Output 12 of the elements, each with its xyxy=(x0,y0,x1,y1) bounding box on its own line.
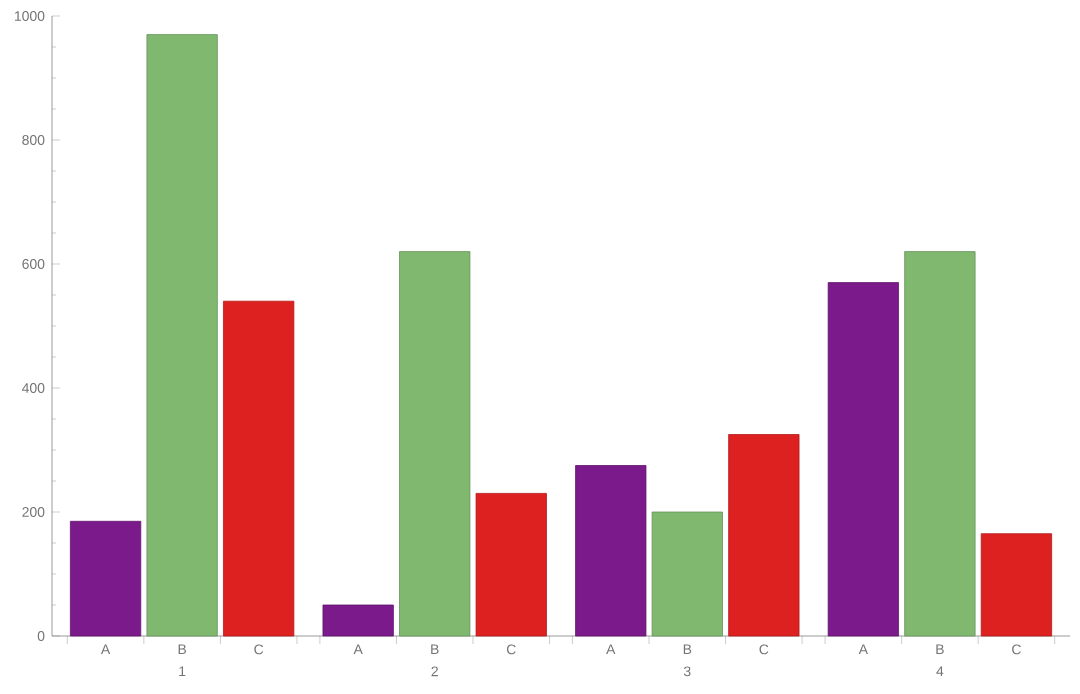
bar xyxy=(322,604,394,637)
bar xyxy=(475,493,547,637)
bar xyxy=(575,465,647,637)
bar xyxy=(904,251,976,637)
bar xyxy=(728,434,800,637)
bar xyxy=(827,282,899,637)
bar xyxy=(146,34,218,637)
bar xyxy=(651,511,723,637)
bar xyxy=(399,251,471,637)
bar xyxy=(980,533,1053,637)
bar xyxy=(69,520,142,637)
bar xyxy=(223,300,295,637)
